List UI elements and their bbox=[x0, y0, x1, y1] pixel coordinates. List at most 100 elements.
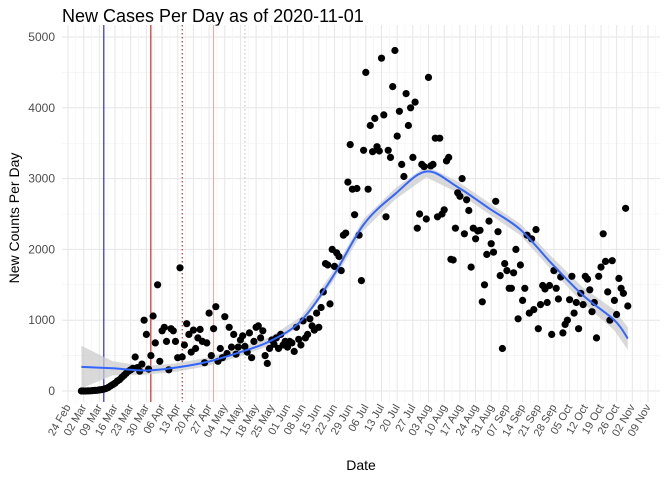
data-point bbox=[154, 281, 162, 289]
data-point bbox=[570, 309, 578, 317]
data-point bbox=[171, 337, 180, 345]
data-point bbox=[151, 339, 159, 347]
data-point bbox=[402, 90, 410, 98]
data-point bbox=[288, 339, 296, 347]
data-point bbox=[483, 250, 491, 258]
data-point bbox=[624, 302, 632, 310]
chart-title: New Cases Per Day as of 2020-11-01 bbox=[62, 6, 364, 26]
data-point bbox=[445, 153, 453, 161]
data-point bbox=[131, 353, 139, 361]
data-point bbox=[472, 235, 480, 243]
data-point bbox=[395, 107, 403, 115]
data-point bbox=[597, 263, 605, 271]
data-point bbox=[436, 134, 444, 142]
data-point bbox=[241, 342, 249, 350]
data-point bbox=[142, 330, 150, 338]
y-tick-label: 3000 bbox=[28, 172, 55, 186]
data-point bbox=[380, 111, 388, 119]
data-point bbox=[149, 312, 157, 320]
data-point bbox=[503, 267, 511, 275]
data-point bbox=[313, 309, 321, 317]
data-point bbox=[205, 309, 213, 317]
data-point bbox=[409, 153, 417, 161]
data-point bbox=[610, 296, 619, 304]
data-point bbox=[169, 327, 177, 335]
data-point bbox=[601, 257, 610, 265]
data-point bbox=[317, 303, 325, 312]
y-tick-label: 5000 bbox=[28, 30, 55, 44]
data-point bbox=[351, 211, 359, 219]
data-point bbox=[140, 316, 148, 324]
data-point bbox=[183, 320, 191, 328]
data-point bbox=[583, 275, 592, 283]
data-point bbox=[463, 196, 471, 204]
data-point bbox=[487, 240, 495, 248]
data-point bbox=[207, 352, 215, 360]
data-point bbox=[344, 178, 352, 186]
data-point bbox=[160, 323, 168, 331]
data-point bbox=[147, 352, 155, 360]
data-point bbox=[566, 296, 574, 304]
data-point bbox=[180, 341, 188, 349]
data-point bbox=[156, 357, 164, 365]
data-point bbox=[559, 329, 567, 337]
data-point bbox=[536, 301, 545, 309]
data-point bbox=[178, 353, 186, 361]
data-point bbox=[613, 310, 621, 319]
y-axis-title: New Counts Per Day bbox=[6, 153, 22, 284]
data-point bbox=[196, 325, 204, 333]
data-point bbox=[245, 329, 253, 337]
data-point bbox=[393, 132, 401, 140]
data-point bbox=[568, 272, 576, 280]
data-point bbox=[595, 272, 603, 280]
data-point bbox=[465, 206, 473, 215]
data-point bbox=[509, 269, 518, 277]
data-point bbox=[192, 344, 200, 353]
data-point bbox=[369, 148, 377, 156]
y-tick-label: 1000 bbox=[28, 313, 55, 327]
data-point bbox=[619, 289, 628, 297]
data-point bbox=[225, 323, 233, 331]
data-point bbox=[521, 284, 529, 292]
data-point bbox=[422, 215, 430, 223]
data-point bbox=[326, 300, 334, 308]
data-point bbox=[362, 68, 370, 76]
data-point bbox=[586, 286, 594, 294]
data-point bbox=[203, 339, 211, 347]
data-point bbox=[528, 235, 536, 243]
data-point bbox=[588, 308, 596, 316]
data-point bbox=[400, 172, 408, 181]
data-point bbox=[176, 264, 184, 272]
data-point bbox=[250, 337, 258, 345]
data-point bbox=[449, 256, 457, 264]
data-point bbox=[295, 335, 303, 343]
data-point bbox=[554, 295, 563, 303]
data-point bbox=[371, 114, 379, 122]
data-point bbox=[263, 359, 271, 367]
data-point bbox=[330, 262, 339, 270]
data-point bbox=[364, 185, 372, 193]
data-point bbox=[185, 330, 193, 338]
data-point bbox=[420, 163, 428, 171]
data-point bbox=[257, 334, 265, 342]
data-point bbox=[360, 146, 368, 154]
data-point bbox=[324, 261, 332, 269]
smooth-trend-line bbox=[81, 170, 629, 372]
data-point bbox=[507, 284, 515, 292]
data-point bbox=[306, 315, 314, 323]
data-point bbox=[494, 228, 502, 236]
data-point bbox=[608, 257, 616, 265]
data-point bbox=[342, 229, 350, 237]
data-point bbox=[416, 210, 424, 218]
data-point bbox=[337, 267, 345, 275]
data-point bbox=[261, 352, 269, 360]
data-point bbox=[259, 327, 267, 335]
data-point bbox=[604, 288, 612, 296]
data-point bbox=[346, 141, 354, 149]
data-point bbox=[489, 248, 498, 256]
data-point bbox=[514, 315, 522, 323]
data-point bbox=[382, 213, 390, 221]
data-point bbox=[189, 326, 197, 334]
